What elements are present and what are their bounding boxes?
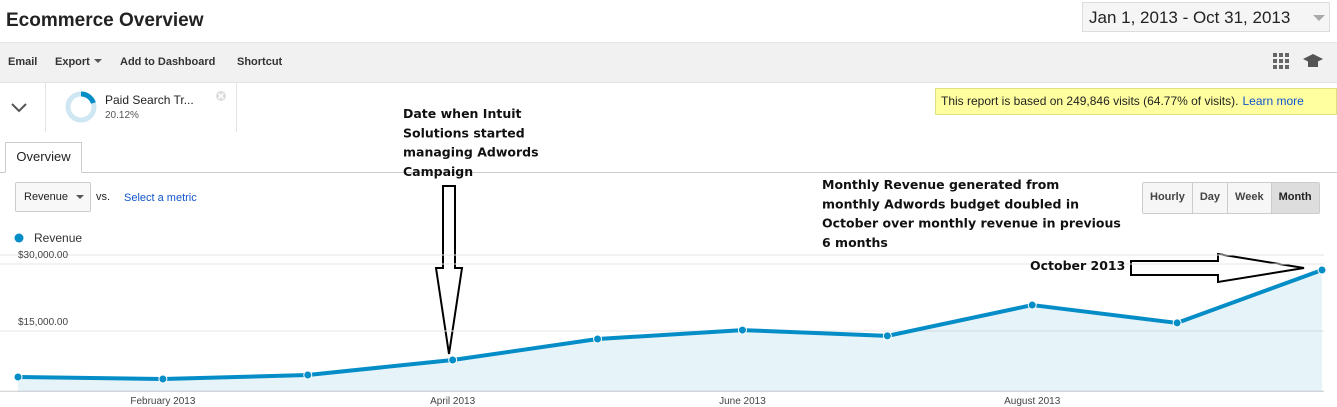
x-tick-label: August 2013	[1004, 396, 1061, 407]
notice-text: This report is based on 249,846 visits (…	[941, 94, 1239, 108]
annotation-text: October 2013	[1030, 258, 1125, 273]
tab-divider	[0, 172, 1337, 173]
date-range[interactable]: Jan 1, 2013 - Oct 31, 2013	[1082, 2, 1330, 32]
export-label: Export	[55, 56, 90, 68]
sampling-notice: This report is based on 249,846 visits (…	[935, 88, 1337, 115]
arrow-right	[1130, 252, 1305, 284]
point	[303, 370, 313, 380]
metric-label: Revenue	[24, 191, 69, 203]
point	[1172, 318, 1182, 328]
annotation-text: Monthly Revenue generated from	[822, 177, 1059, 192]
x-tick-label: February 2013	[130, 396, 195, 407]
line	[17, 268, 1323, 382]
x-tick-label: April 2013	[430, 396, 475, 407]
page-title: Ecommerce Overview	[6, 10, 204, 31]
point	[1027, 300, 1037, 310]
legend-marker	[14, 233, 24, 243]
shortcut-button[interactable]: Shortcut	[237, 56, 283, 68]
annotation-text: monthly Adwords budget doubled in	[822, 196, 1079, 211]
point	[448, 355, 458, 365]
x-tick-label: June 2013	[719, 396, 766, 407]
point	[158, 374, 168, 384]
month-button[interactable]: Month	[1270, 183, 1319, 213]
day-button[interactable]: Day	[1191, 183, 1228, 213]
legend-label: Revenue	[34, 231, 82, 245]
caret	[76, 195, 84, 203]
week-button[interactable]: Week	[1227, 183, 1271, 213]
y-tick-label: $15,000.00	[18, 317, 68, 328]
metric-dropdown[interactable]: Revenue	[15, 182, 91, 212]
annotation-text: managing Adwords	[403, 145, 539, 160]
arrow-down	[434, 185, 464, 355]
hourly-button[interactable]: Hourly	[1143, 183, 1192, 213]
compare-metric-link[interactable]: Select a metric	[124, 192, 197, 204]
area	[18, 269, 1322, 392]
email-button[interactable]: Email	[8, 56, 38, 68]
point	[737, 325, 747, 335]
segment-share: 20.12%	[105, 110, 139, 121]
vs-label: vs.	[96, 191, 111, 203]
annotation-text: Date when Intuit	[403, 106, 522, 121]
annotation-text: 6 months	[822, 235, 888, 250]
plot: $15,000.00 $30,000.00 Revenue February 2013…	[0, 106, 1327, 407]
point	[1317, 265, 1327, 275]
segment-box[interactable]	[45, 83, 237, 132]
annotation-text: Solutions started	[403, 125, 525, 140]
help-icon[interactable]	[1302, 53, 1326, 73]
point	[13, 372, 23, 382]
point	[882, 331, 892, 341]
granularity-buttons: Hourly Day Week Month	[1142, 182, 1320, 214]
grid-icon[interactable]	[1272, 52, 1294, 74]
toolbar: Email Export Add to Dashboard Shortcut	[0, 42, 1337, 83]
learn-more-link[interactable]: Learn more	[1242, 94, 1304, 108]
overview-tab[interactable]: Overview	[5, 142, 82, 173]
annotation-text: October over monthly revenue in previous	[822, 216, 1121, 231]
collapse-icon[interactable]	[8, 96, 32, 120]
segment-name: Paid Search Tr...	[105, 93, 194, 107]
export-button[interactable]: Export	[55, 56, 102, 68]
point	[593, 334, 603, 344]
dashboard-button[interactable]: Add to Dashboard	[120, 56, 216, 68]
y-tick-label: $30,000.00	[18, 250, 68, 261]
caret	[93, 59, 102, 67]
